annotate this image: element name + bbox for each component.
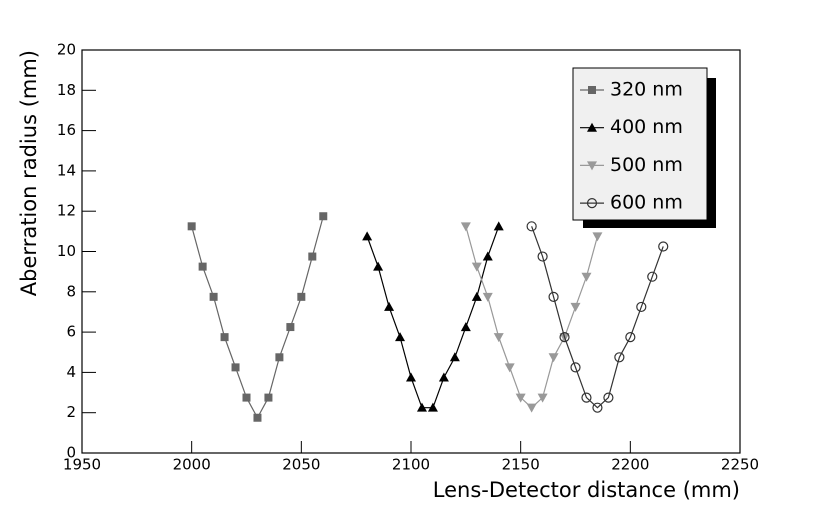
y-tick-label: 2 xyxy=(66,403,76,421)
marker xyxy=(275,353,284,362)
marker xyxy=(384,301,395,311)
marker xyxy=(625,332,636,343)
marker xyxy=(198,262,207,271)
marker xyxy=(559,332,570,343)
marker xyxy=(373,261,384,271)
marker xyxy=(482,292,493,302)
y-tick-label: 20 xyxy=(57,41,76,59)
marker xyxy=(471,291,482,301)
y-tick-label: 0 xyxy=(66,444,76,462)
marker xyxy=(231,363,240,372)
x-tick-label: 2100 xyxy=(392,456,430,474)
marker xyxy=(515,393,526,403)
marker xyxy=(493,221,504,231)
marker xyxy=(537,393,548,403)
legend-text: 400 nm xyxy=(610,116,683,138)
marker xyxy=(449,352,460,362)
marker xyxy=(438,372,449,382)
y-tick-label: 16 xyxy=(57,121,76,139)
marker xyxy=(526,403,537,413)
marker xyxy=(209,292,218,301)
marker xyxy=(592,402,603,413)
series-line xyxy=(366,226,500,409)
marker xyxy=(406,372,416,382)
marker xyxy=(187,222,196,231)
legend-marker xyxy=(587,161,597,171)
legend-marker xyxy=(588,86,596,94)
marker xyxy=(636,301,647,313)
marker xyxy=(570,302,581,312)
x-tick-label: 2050 xyxy=(282,456,320,474)
legend-marker xyxy=(587,122,597,132)
y-tick-label: 4 xyxy=(66,363,76,381)
y-tick-label: 14 xyxy=(57,161,76,179)
x-tick-label: 2000 xyxy=(173,456,211,474)
x-tick-label: 2150 xyxy=(502,456,540,474)
series-line xyxy=(531,226,664,409)
marker xyxy=(614,352,625,363)
marker xyxy=(493,333,504,343)
marker xyxy=(647,271,658,282)
marker xyxy=(220,333,229,342)
marker xyxy=(416,402,427,412)
marker xyxy=(482,251,493,261)
marker xyxy=(658,241,669,252)
x-axis-title: Lens-Detector distance (mm) xyxy=(433,478,740,502)
marker xyxy=(471,262,482,272)
marker xyxy=(427,402,438,412)
marker xyxy=(526,221,537,232)
y-tick-label: 10 xyxy=(57,242,76,260)
marker xyxy=(548,291,559,302)
series-line xyxy=(465,226,599,409)
marker xyxy=(362,231,373,241)
marker xyxy=(581,272,592,282)
legend-marker xyxy=(586,198,598,209)
series-line xyxy=(191,216,324,419)
marker xyxy=(297,292,306,301)
marker xyxy=(537,251,548,262)
marker xyxy=(395,332,406,342)
marker xyxy=(581,392,592,403)
x-tick-label: 2250 xyxy=(721,456,759,474)
y-tick-label: 18 xyxy=(57,81,76,99)
marker xyxy=(286,323,295,332)
marker xyxy=(308,252,317,261)
y-tick-label: 6 xyxy=(66,323,76,341)
marker xyxy=(264,393,273,402)
y-axis-title: Aberration radius (mm) xyxy=(17,50,41,296)
marker xyxy=(548,353,559,363)
marker xyxy=(504,363,515,373)
marker xyxy=(253,413,262,422)
marker xyxy=(242,393,251,402)
marker xyxy=(592,232,603,242)
legend-text: 500 nm xyxy=(610,154,683,176)
x-tick-label: 2200 xyxy=(611,456,649,474)
y-tick-label: 8 xyxy=(66,282,76,300)
marker xyxy=(460,322,471,332)
x-tick-label: 1950 xyxy=(63,456,101,474)
marker xyxy=(319,212,328,221)
marker xyxy=(570,362,581,373)
y-tick-label: 12 xyxy=(57,202,76,220)
legend-text: 600 nm xyxy=(610,192,683,214)
marker xyxy=(603,392,614,403)
legend-text: 320 nm xyxy=(610,79,683,101)
marker xyxy=(460,222,471,232)
